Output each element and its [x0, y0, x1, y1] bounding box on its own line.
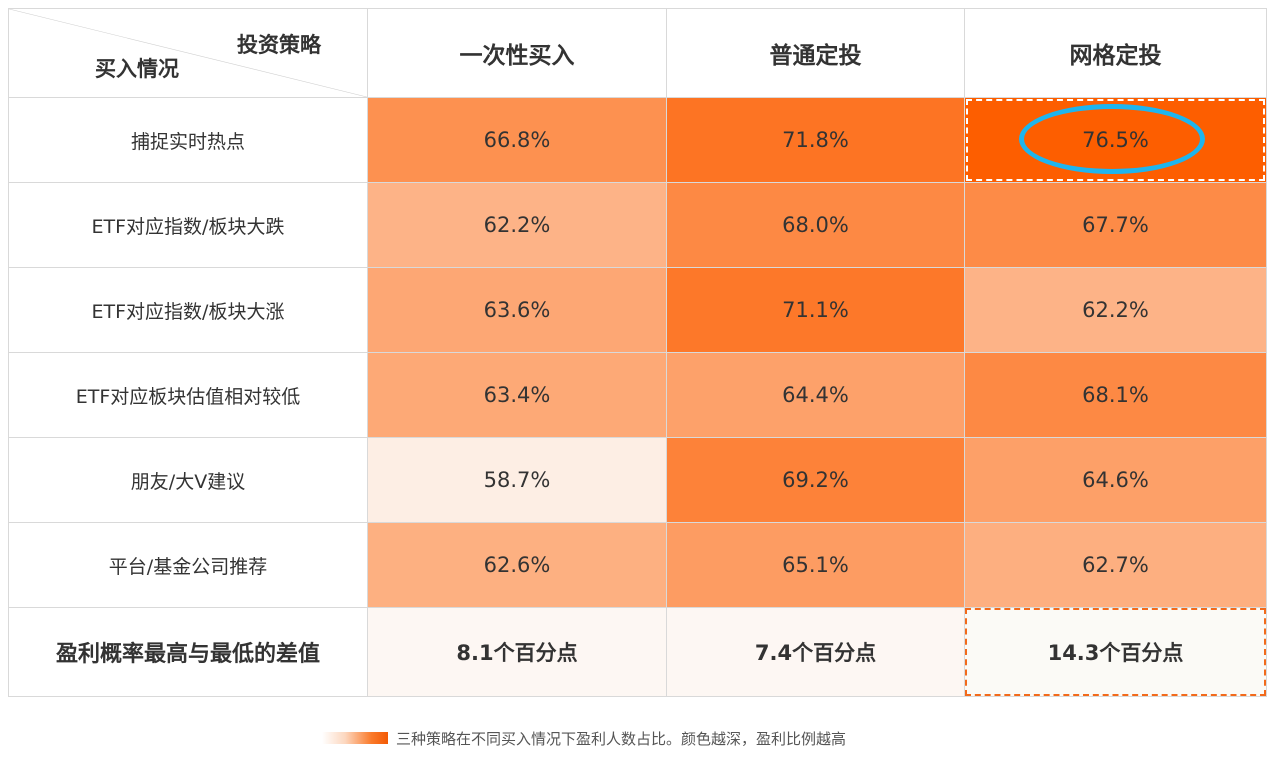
row-label: 捕捉实时热点: [8, 97, 368, 183]
summary-row: 盈利概率最高与最低的差值 8.1个百分点 7.4个百分点 14.3个百分点: [8, 607, 1267, 697]
cell-value: 64.6%: [1082, 468, 1149, 492]
column-header-regular-dca: 普通定投: [666, 8, 965, 98]
table-row: ETF对应指数/板块大跌 62.2% 68.0% 67.7%: [8, 182, 1267, 268]
column-header-lump-sum: 一次性买入: [367, 8, 667, 98]
heatmap-cell: 68.0%: [666, 182, 965, 268]
summary-value: 14.3个百分点: [1047, 641, 1184, 665]
heatmap-cell: 62.7%: [964, 522, 1267, 608]
cell-value: 62.7%: [1082, 553, 1149, 577]
heatmap-cell: 64.4%: [666, 352, 965, 438]
column-axis-label: 投资策略: [237, 33, 321, 57]
heatmap-cell: 69.2%: [666, 437, 965, 523]
heatmap-cell: 68.1%: [964, 352, 1267, 438]
cell-value: 68.0%: [782, 213, 849, 237]
cell-value: 63.4%: [483, 383, 551, 407]
legend-text: 三种策略在不同买入情况下盈利人数占比。颜色越深，盈利比例越高: [396, 729, 847, 748]
cell-value: 67.7%: [1082, 213, 1149, 237]
cell-value: 63.6%: [483, 298, 551, 322]
heatmap-cell: 62.6%: [367, 522, 667, 608]
heatmap-cell: 71.1%: [666, 267, 965, 353]
table-row: 捕捉实时热点 66.8% 71.8% 76.5%: [8, 97, 1267, 183]
summary-cell: 8.1个百分点: [367, 607, 667, 697]
row-label: ETF对应指数/板块大涨: [8, 267, 368, 353]
summary-row-label: 盈利概率最高与最低的差值: [8, 607, 368, 697]
header-row: 投资策略 买入情况 一次性买入 普通定投 网格定投: [8, 8, 1267, 98]
summary-value: 8.1个百分点: [456, 641, 578, 665]
summary-value: 7.4个百分点: [754, 641, 877, 665]
heatmap-cell: 62.2%: [367, 182, 667, 268]
heatmap-cell: 65.1%: [666, 522, 965, 608]
heatmap-table: 投资策略 买入情况 一次性买入 普通定投 网格定投 捕捉实时热点 66.8% 71.…: [8, 8, 1267, 697]
summary-cell: 7.4个百分点: [666, 607, 965, 697]
legend-gradient-bar: [322, 732, 388, 744]
cell-value: 62.2%: [1082, 298, 1149, 322]
cell-value: 62.2%: [483, 213, 551, 237]
cell-value: 71.8%: [782, 128, 849, 152]
cell-value: 66.8%: [483, 128, 551, 152]
cell-value: 65.1%: [782, 553, 849, 577]
heatmap-cell: 76.5%: [964, 97, 1267, 183]
heatmap-cell: 67.7%: [964, 182, 1267, 268]
cell-value: 58.7%: [483, 468, 551, 492]
heatmap-cell: 64.6%: [964, 437, 1267, 523]
table-row: 朋友/大V建议 58.7% 69.2% 64.6%: [8, 437, 1267, 523]
heatmap-cell: 66.8%: [367, 97, 667, 183]
row-axis-label: 买入情况: [95, 57, 179, 81]
table-row: ETF对应指数/板块大涨 63.6% 71.1% 62.2%: [8, 267, 1267, 353]
table-row: 平台/基金公司推荐 62.6% 65.1% 62.7%: [8, 522, 1267, 608]
column-header-grid-dca: 网格定投: [964, 8, 1267, 98]
row-label: ETF对应板块估值相对较低: [8, 352, 368, 438]
cell-value: 68.1%: [1082, 383, 1149, 407]
cell-value: 64.4%: [782, 383, 849, 407]
corner-diagonal-line: [9, 9, 367, 97]
legend: 三种策略在不同买入情况下盈利人数占比。颜色越深，盈利比例越高: [322, 726, 846, 750]
summary-cell: 14.3个百分点: [964, 607, 1267, 697]
heatmap-cell: 63.6%: [367, 267, 667, 353]
heatmap-cell: 58.7%: [367, 437, 667, 523]
cell-value: 76.5%: [1082, 128, 1149, 152]
row-label: ETF对应指数/板块大跌: [8, 182, 368, 268]
heatmap-cell: 71.8%: [666, 97, 965, 183]
heatmap-cell: 62.2%: [964, 267, 1267, 353]
heatmap-cell: 63.4%: [367, 352, 667, 438]
table-row: ETF对应板块估值相对较低 63.4% 64.4% 68.1%: [8, 352, 1267, 438]
heatmap-body: 捕捉实时热点 66.8% 71.8% 76.5% ETF对应指数/板块大跌 62.2% 68…: [8, 97, 1267, 697]
row-label: 平台/基金公司推荐: [8, 522, 368, 608]
cell-value: 69.2%: [782, 468, 849, 492]
row-label: 朋友/大V建议: [8, 437, 368, 523]
cell-value: 62.6%: [483, 553, 551, 577]
corner-cell: 投资策略 买入情况: [8, 8, 368, 98]
cell-value: 71.1%: [782, 298, 849, 322]
